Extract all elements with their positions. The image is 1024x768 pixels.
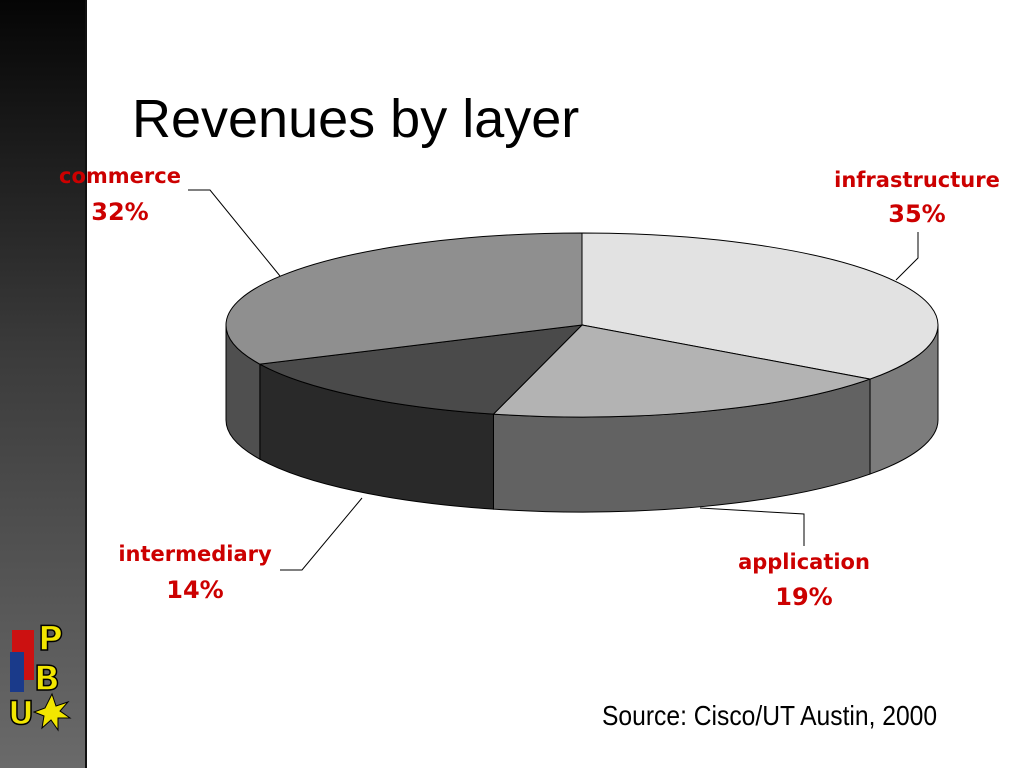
leader-line-application [699,507,805,546]
slice-value-infrastructure: 35% [888,200,945,228]
pie-top-faces [225,232,939,418]
pie-slice-infrastructure [581,232,939,380]
slice-value-application: 19% [775,583,832,611]
leader-line-infrastructure [895,232,919,281]
slice-label-application: application [738,550,870,574]
source-citation: Source: Cisco/UT Austin, 2000 [602,700,938,731]
pie-leader-lines [188,189,919,571]
svg-text:P: P [38,619,63,659]
slice-label-infrastructure: infrastructure [834,168,1000,192]
pie-side-walls [225,324,939,513]
svg-text:B: B [34,659,60,699]
slice-label-intermediary: intermediary [118,542,272,566]
upb-logo: P B U [8,618,72,732]
leader-line-intermediary [280,497,363,571]
leader-line-commerce [188,189,281,277]
slice-value-intermediary: 14% [166,576,223,604]
pie-slice-commerce [225,232,583,365]
svg-text:U: U [8,694,34,732]
pie-slice-intermediary [258,324,584,415]
slice-label-commerce: commerce [59,164,181,188]
sidebar-divider [85,0,87,768]
pie-slice-application [492,324,872,418]
slice-value-commerce: 32% [91,198,148,226]
slide-title: Revenues by layer [132,89,580,149]
